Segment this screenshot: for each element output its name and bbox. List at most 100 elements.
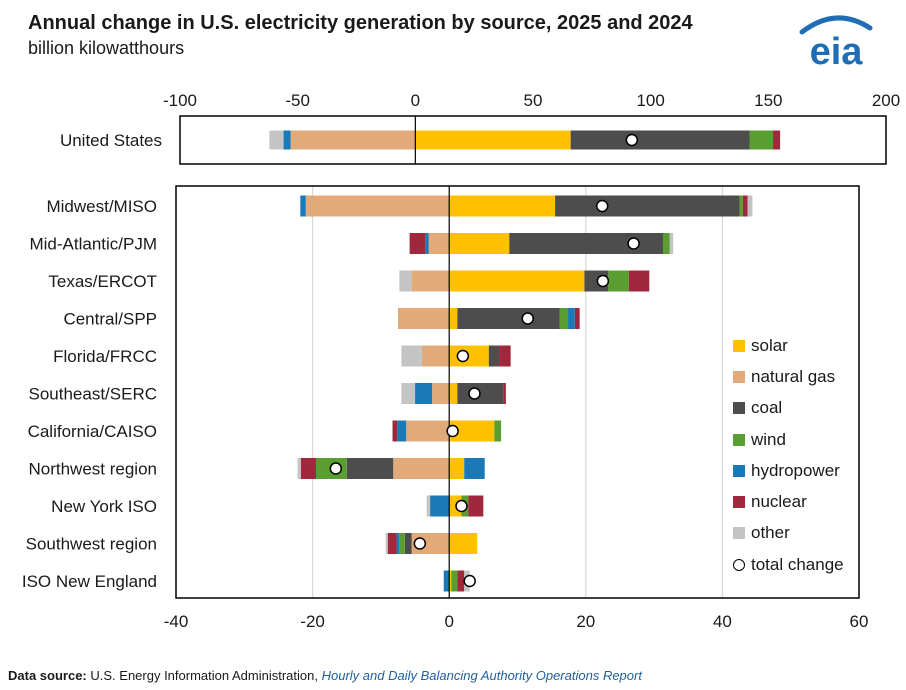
bar-natural-gas-southeast-serc xyxy=(432,383,450,404)
legend-item-hydropower: hydropower xyxy=(733,455,844,486)
bar-hydropower-northwest-region xyxy=(464,458,485,479)
category-label: Mid-Atlantic/PJM xyxy=(29,235,157,254)
bar-other-southeast-serc xyxy=(401,383,416,404)
bar-other-new-york-iso xyxy=(426,495,431,517)
x-tick-label: 0 xyxy=(411,91,420,110)
bar-wind-iso-new-england xyxy=(451,570,458,592)
bar-hydropower-new-york-iso xyxy=(430,495,450,517)
bar-other-midwest-miso xyxy=(747,195,753,217)
legend-label: coal xyxy=(751,398,783,418)
bar-nuclear-mid-atlantic-pjm xyxy=(409,233,426,254)
logo-text: eia xyxy=(810,31,864,70)
bar-wind-united-states xyxy=(749,130,774,150)
chart-subtitle: billion kilowatthours xyxy=(28,38,185,58)
bar-nuclear-florida-frcc xyxy=(499,345,511,367)
bar-solar-iso-new-england xyxy=(449,570,452,592)
bar-wind-midwest-miso xyxy=(739,195,743,217)
bar-natural-gas-florida-frcc xyxy=(421,345,450,367)
x-tick-label: 50 xyxy=(524,91,543,110)
bar-hydropower-united-states xyxy=(283,130,291,150)
bar-hydropower-southwest-region xyxy=(396,533,400,554)
legend-swatch xyxy=(733,496,745,509)
legend-label: natural gas xyxy=(751,366,836,386)
bar-natural-gas-texas-ercot xyxy=(411,270,450,292)
bar-nuclear-iso-new-england xyxy=(457,570,465,592)
category-label: Southwest region xyxy=(26,535,157,554)
bar-wind-central-spp xyxy=(559,308,569,329)
bar-wind-california-caiso xyxy=(494,420,502,442)
bar-nuclear-northwest-region xyxy=(300,458,317,479)
legend-label: nuclear xyxy=(751,492,807,512)
bar-hydropower-mid-atlantic-pjm xyxy=(425,233,429,254)
category-label: United States xyxy=(60,131,162,150)
category-label: California/CAISO xyxy=(28,422,157,441)
legend-swatch xyxy=(733,370,745,383)
category-label: ISO New England xyxy=(22,572,157,591)
legend-swatch xyxy=(733,433,745,446)
x-tick-label: 40 xyxy=(713,612,732,631)
total-change-marker-california-caiso xyxy=(446,424,459,438)
bar-solar-mid-atlantic-pjm xyxy=(449,233,510,254)
bar-other-southwest-region xyxy=(385,533,388,554)
total-change-marker-southeast-serc xyxy=(468,387,481,400)
total-change-marker-new-york-iso xyxy=(455,499,468,513)
bar-solar-northwest-region xyxy=(449,458,465,479)
bar-hydropower-southeast-serc xyxy=(415,383,433,404)
legend: solar natural gas coal wind hydropower nuclea… xyxy=(733,330,844,580)
bar-natural-gas-california-caiso xyxy=(406,420,450,442)
bar-wind-southwest-region xyxy=(399,533,405,554)
bar-hydropower-central-spp xyxy=(568,308,575,329)
legend-item-solar: solar xyxy=(733,330,844,361)
x-tick-label: -50 xyxy=(285,91,310,110)
bar-coal-northwest-region xyxy=(346,458,394,479)
source-text: U.S. Energy Information Administration, xyxy=(90,668,318,683)
bar-coal-united-states xyxy=(570,130,750,150)
legend-item-coal: coal xyxy=(733,393,844,424)
bar-other-mid-atlantic-pjm xyxy=(669,233,674,254)
legend-item-natural-gas: natural gas xyxy=(733,361,844,392)
bar-coal-florida-frcc xyxy=(488,345,500,367)
bar-natural-gas-united-states xyxy=(290,130,416,150)
category-label: New York ISO xyxy=(51,497,157,516)
bar-natural-gas-central-spp xyxy=(397,308,450,329)
category-label: Texas/ERCOT xyxy=(48,272,157,291)
bar-solar-texas-ercot xyxy=(449,270,585,292)
total-change-marker-central-spp xyxy=(521,312,534,325)
bar-wind-mid-atlantic-pjm xyxy=(662,233,670,254)
total-change-marker-mid-atlantic-pjm xyxy=(627,237,640,250)
bar-nuclear-california-caiso xyxy=(392,420,398,442)
bar-other-florida-frcc xyxy=(401,345,422,367)
bar-natural-gas-midwest-miso xyxy=(305,195,450,217)
category-label: Midwest/MISO xyxy=(46,197,157,216)
chart-title: Annual change in U.S. electricity genera… xyxy=(28,12,693,34)
x-tick-label: -40 xyxy=(164,612,189,631)
bar-nuclear-central-spp xyxy=(574,308,580,329)
legend-circle-icon xyxy=(733,558,745,571)
category-label: Florida/FRCC xyxy=(53,347,157,366)
x-tick-label: -20 xyxy=(300,612,325,631)
category-label: Southeast/SERC xyxy=(28,385,157,404)
bar-nuclear-midwest-miso xyxy=(742,195,748,217)
eia-logo: eia xyxy=(799,15,873,70)
bar-nuclear-new-york-iso xyxy=(468,495,484,517)
bar-other-texas-ercot xyxy=(399,270,412,292)
bar-coal-midwest-miso xyxy=(555,195,740,217)
legend-item-nuclear: nuclear xyxy=(733,486,844,517)
bar-hydropower-iso-new-england xyxy=(443,570,450,592)
legend-item-total-change: total change xyxy=(733,549,844,580)
legend-label: solar xyxy=(751,335,788,355)
bar-solar-central-spp xyxy=(449,308,458,329)
bar-wind-texas-ercot xyxy=(608,270,629,292)
legend-label: total change xyxy=(751,554,844,574)
bar-natural-gas-mid-atlantic-pjm xyxy=(428,233,450,254)
legend-swatch xyxy=(733,339,745,352)
bar-solar-united-states xyxy=(415,130,571,150)
bar-natural-gas-northwest-region xyxy=(393,458,450,479)
legend-item-wind: wind xyxy=(733,424,844,455)
total-change-marker-northwest-region xyxy=(329,462,343,475)
category-label: Northwest region xyxy=(28,460,157,479)
report-link[interactable]: Hourly and Daily Balancing Authority Ope… xyxy=(321,668,642,683)
bar-nuclear-texas-ercot xyxy=(628,270,650,292)
x-tick-label: 20 xyxy=(576,612,595,631)
